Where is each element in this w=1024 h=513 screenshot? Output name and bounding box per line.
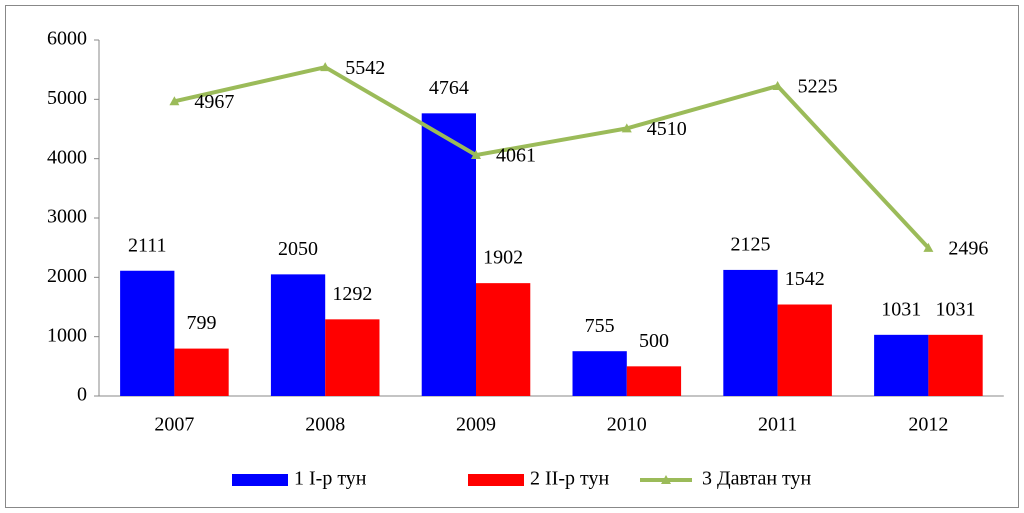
line-marker [471, 150, 481, 160]
data-label: 1292 [332, 283, 372, 305]
legend-swatch [468, 474, 524, 486]
bar [174, 348, 229, 396]
x-tick-label: 2011 [758, 414, 797, 436]
line-marker [169, 96, 180, 106]
data-label: 5225 [798, 76, 838, 98]
legend-marker [661, 475, 671, 484]
data-label: 1542 [785, 268, 825, 290]
data-label: 4967 [194, 91, 234, 113]
line-marker [923, 242, 934, 252]
chart-border [5, 5, 1019, 508]
line-marker [320, 62, 331, 72]
data-label: 2111 [128, 234, 167, 256]
x-tick-label: 2009 [456, 414, 496, 436]
x-tick-label: 2012 [908, 414, 948, 436]
data-label: 5542 [345, 57, 385, 79]
bar [723, 269, 778, 396]
data-label: 4061 [496, 145, 536, 167]
y-tick-label: 0 [77, 384, 87, 406]
data-label: 4764 [429, 77, 469, 99]
bar [325, 319, 380, 396]
x-tick-label: 2010 [607, 414, 647, 436]
y-tick-label: 4000 [47, 146, 87, 168]
data-label: 799 [187, 312, 217, 334]
data-label: 1902 [483, 247, 523, 269]
bar [928, 334, 983, 396]
line-marker [772, 80, 783, 90]
x-tick-label: 2008 [305, 414, 345, 436]
bar [777, 304, 832, 396]
bar [270, 274, 326, 396]
line [173, 65, 930, 250]
legend-label: 2 II-р тун [530, 468, 609, 490]
data-label: 2050 [278, 238, 318, 260]
line-marker [621, 123, 632, 133]
y-tick-label: 5000 [47, 87, 87, 109]
bar [476, 283, 531, 396]
data-label: 2125 [730, 234, 770, 256]
y-tick-label: 1000 [47, 324, 87, 346]
bar [874, 334, 929, 396]
bar [120, 270, 175, 396]
y-tick-label: 6000 [47, 28, 87, 50]
legend-swatch [232, 474, 288, 486]
data-label: 755 [585, 315, 615, 337]
x-tick-label: 2007 [154, 414, 194, 436]
data-label: 1031 [881, 298, 921, 320]
legend-label: 3 Давтан тун [702, 468, 812, 490]
bar [421, 113, 476, 396]
bar [626, 366, 682, 396]
data-label: 1031 [936, 298, 976, 320]
data-label: 500 [639, 330, 669, 352]
legend-label: 1 I-р тун [294, 468, 367, 490]
y-tick-label: 2000 [47, 265, 87, 287]
data-label: 4510 [647, 118, 687, 140]
bar [572, 351, 627, 396]
data-label: 2496 [948, 237, 988, 259]
y-tick-label: 3000 [47, 206, 87, 228]
